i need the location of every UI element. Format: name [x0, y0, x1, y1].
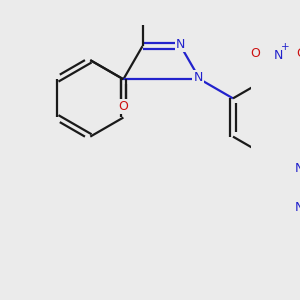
Text: N: N — [193, 71, 203, 84]
Text: O: O — [118, 100, 128, 112]
Text: +: + — [281, 42, 289, 52]
Text: O: O — [250, 46, 260, 60]
Text: N: N — [176, 38, 185, 51]
Text: N: N — [295, 162, 300, 175]
Text: N: N — [295, 201, 300, 214]
Text: O: O — [296, 46, 300, 60]
Text: N: N — [274, 49, 283, 62]
